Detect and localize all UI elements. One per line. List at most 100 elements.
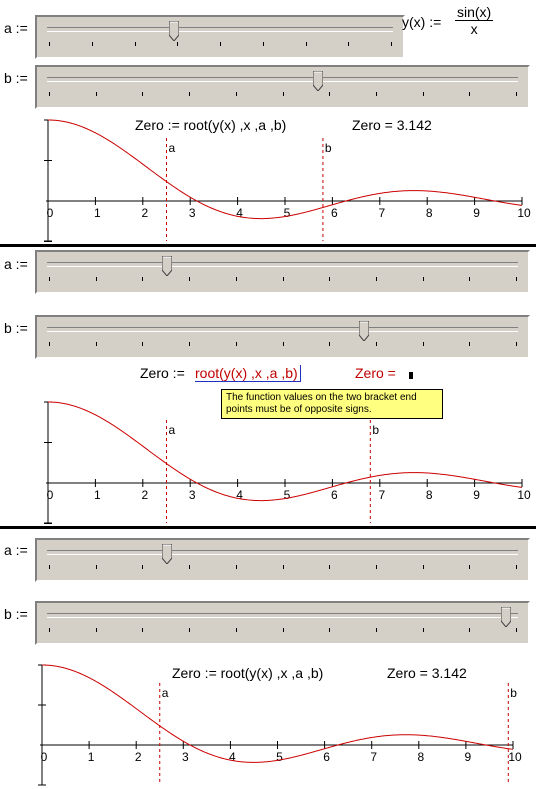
slider-tick xyxy=(422,628,424,632)
x-tick-label: 0 xyxy=(41,750,48,764)
slider-tick xyxy=(422,277,424,281)
slider-tick xyxy=(189,277,191,281)
definition-lhs: y(x) := xyxy=(402,14,442,30)
slider-tick xyxy=(469,342,471,346)
a-slider-thumb[interactable] xyxy=(161,544,172,564)
x-tick-label: 5 xyxy=(276,750,283,764)
slider-tick xyxy=(329,277,331,281)
slider-tick xyxy=(282,277,284,281)
plot-2: 0 1 2 3 4 5 6 7 8 9 10 a b xyxy=(44,401,531,524)
slider-tick xyxy=(142,628,144,632)
error-tooltip: The function values on the two bracket e… xyxy=(221,389,443,419)
b-slider-track xyxy=(47,613,518,618)
root-result: Zero = 3.142 xyxy=(387,665,467,681)
slider-tick xyxy=(189,342,191,346)
slider-tick xyxy=(142,565,144,569)
x-tick-label: 9 xyxy=(473,206,480,220)
slider-tick xyxy=(469,277,471,281)
b-slider-thumb[interactable] xyxy=(501,607,512,627)
slider-tick xyxy=(49,277,50,281)
curve-sinx-over-x xyxy=(41,664,514,763)
root-result: Zero = 3.142 xyxy=(352,117,432,133)
x-tick-label: 10 xyxy=(508,750,522,764)
b-slider[interactable] xyxy=(35,65,530,109)
slider-tick xyxy=(189,565,191,569)
a-label: a := xyxy=(4,20,28,36)
root-result-error: Zero = xyxy=(355,365,396,381)
a-slider-track xyxy=(47,550,518,555)
marker-label-b: b xyxy=(372,423,379,437)
slider-tick xyxy=(49,342,50,346)
b-label: b := xyxy=(4,70,28,86)
slider-tick xyxy=(189,92,191,96)
b-slider-thumb[interactable] xyxy=(359,321,370,341)
x-tick-label: 5 xyxy=(284,206,291,220)
a-slider-thumb[interactable] xyxy=(168,21,179,41)
b-slider[interactable] xyxy=(35,315,530,359)
a-slider-track xyxy=(47,262,518,267)
x-tick-label: 4 xyxy=(229,750,236,764)
slider-tick xyxy=(235,277,237,281)
x-tick-label: 6 xyxy=(323,750,330,764)
x-tick-label: 0 xyxy=(47,206,54,220)
slider-tick xyxy=(282,92,284,96)
slider-tick xyxy=(95,342,97,346)
slider-tick xyxy=(235,628,237,632)
b-slider[interactable] xyxy=(35,601,530,645)
x-tick-label: 4 xyxy=(236,206,243,220)
b-slider-track xyxy=(47,77,518,82)
slider-tick xyxy=(95,628,97,632)
slider-tick xyxy=(142,342,144,346)
b-slider-thumb[interactable] xyxy=(313,71,324,91)
curve-sinx-over-x xyxy=(47,401,523,502)
slider-tick xyxy=(142,92,144,96)
slider-tick xyxy=(220,42,221,46)
marker-label-a: a xyxy=(169,141,176,155)
marker-label-a: a xyxy=(169,423,176,437)
x-tick-label: 3 xyxy=(189,206,196,220)
a-slider[interactable] xyxy=(35,250,530,294)
a-label: a := xyxy=(4,256,28,272)
x-tick-label: 9 xyxy=(473,488,480,502)
slider-tick xyxy=(95,277,97,281)
slider-tick xyxy=(305,42,307,46)
x-tick-label: 1 xyxy=(94,488,101,502)
slider-tick xyxy=(95,92,97,96)
x-tick-label: 1 xyxy=(94,206,101,220)
slider-tick xyxy=(422,565,424,569)
a-slider[interactable] xyxy=(35,15,405,59)
x-tick-label: 8 xyxy=(426,206,433,220)
x-tick-label: 6 xyxy=(331,206,338,220)
x-tick-label: 9 xyxy=(465,750,472,764)
x-tick-label: 5 xyxy=(284,488,291,502)
slider-tick xyxy=(134,42,136,46)
slider-tick xyxy=(516,342,517,346)
plot-3: 0 1 2 3 4 5 6 7 8 9 10 a b xyxy=(38,664,522,786)
x-tick-label: 1 xyxy=(88,750,95,764)
slider-tick xyxy=(375,277,377,281)
slider-tick xyxy=(375,565,377,569)
x-tick-label: 3 xyxy=(189,488,196,502)
x-tick-label: 7 xyxy=(378,488,385,502)
x-tick-label: 2 xyxy=(141,488,148,502)
x-tick-label: 2 xyxy=(135,750,142,764)
slider-tick xyxy=(95,565,97,569)
slider-tick xyxy=(375,92,377,96)
x-tick-label: 10 xyxy=(517,488,531,502)
slider-tick xyxy=(189,628,191,632)
a-label: a := xyxy=(4,542,28,558)
root-formula-error[interactable]: root(y(x) ,x ,a ,b) xyxy=(195,365,301,382)
separator-1 xyxy=(0,244,536,247)
slider-tick xyxy=(235,342,237,346)
x-tick-label: 0 xyxy=(47,488,54,502)
root-formula: Zero := root(y(x) ,x ,a ,b) xyxy=(135,117,287,133)
slider-tick xyxy=(282,628,284,632)
slider-tick xyxy=(516,92,517,96)
a-slider-track xyxy=(47,27,393,32)
marker-label-b: b xyxy=(510,686,517,700)
x-tick-label: 6 xyxy=(331,488,338,502)
slider-tick xyxy=(516,628,517,632)
a-slider-thumb[interactable] xyxy=(161,256,172,276)
x-tick-label: 8 xyxy=(426,488,433,502)
a-slider[interactable] xyxy=(35,538,530,582)
